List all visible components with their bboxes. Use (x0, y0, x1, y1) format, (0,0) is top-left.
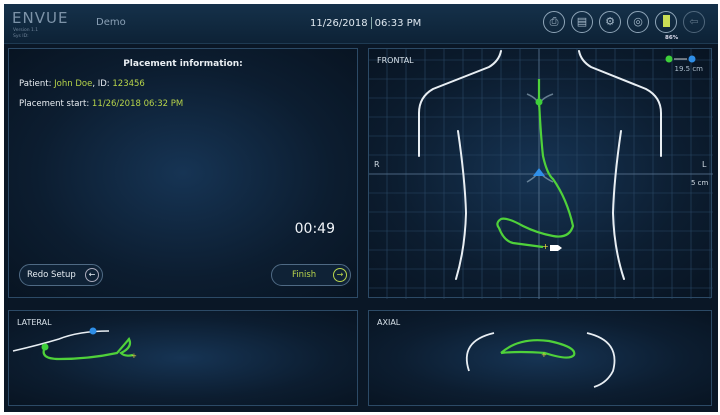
left-label: L (702, 160, 707, 169)
datetime: 11/26/2018 06:33 PM (310, 17, 421, 29)
signal-icon[interactable]: ◎ (627, 11, 649, 33)
right-torso (611, 130, 625, 280)
version: Version 1.1 (13, 28, 39, 33)
battery-percent: 86% (665, 35, 679, 41)
patient-id: 123456 (112, 79, 145, 89)
axial-view: + (465, 332, 616, 388)
lateral-panel: + LATERAL (8, 310, 358, 406)
battery-icon[interactable] (655, 11, 677, 33)
start-line: Placement start: 11/26/2018 06:32 PM (19, 99, 184, 109)
right-label: R (374, 160, 380, 169)
timer: 00:49 (294, 221, 335, 237)
axial-title: AXIAL (377, 318, 401, 327)
settings-icon[interactable]: ⚙ (599, 11, 621, 33)
exit-icon[interactable]: ⇦ (683, 11, 705, 33)
left-shoulder (418, 50, 502, 157)
sys-id: Sys ID: (13, 34, 29, 39)
reference-marker (533, 168, 545, 176)
start-marker (535, 98, 543, 106)
frontal-view: + R L 5 cm (369, 49, 713, 299)
start-value: 11/26/2018 06:32 PM (91, 99, 184, 109)
lateral-tip-marker: + (131, 352, 137, 360)
scale-label: 5 cm (691, 179, 709, 187)
finish-button[interactable]: Finish → (271, 264, 351, 286)
info-title: Placement information: (123, 59, 243, 69)
lateral-start-marker (41, 343, 49, 351)
patient-line: Patient: John Doe, ID: 123456 (19, 79, 145, 89)
direction-arrow-icon (550, 245, 562, 251)
blue-dot-icon (688, 55, 696, 63)
left-torso (455, 130, 468, 280)
screen: ENVUE Version 1.1 Sys ID: Demo 11/26/2018… (4, 4, 718, 412)
date: 11/26/2018 (310, 18, 368, 29)
right-shoulder (578, 50, 662, 157)
axial-panel: + AXIAL (368, 310, 712, 406)
logo: ENVUE (12, 9, 69, 27)
lateral-view: + (12, 327, 137, 361)
green-dot-icon (665, 55, 673, 63)
axial-tip-marker: + (541, 351, 547, 359)
frontal-panel: + R L 5 cm FRONTAL 19.5 cm (368, 48, 713, 299)
distance-readout: 19.5 cm (674, 65, 703, 73)
placement-info-panel: Placement information: Patient: John Doe… (8, 48, 358, 298)
lateral-title: LATERAL (17, 318, 52, 327)
redo-setup-button[interactable]: Redo Setup ← (19, 264, 103, 286)
axial-tube-path (500, 339, 576, 359)
back-arrow-icon: ← (85, 268, 99, 282)
lateral-reference-marker (89, 327, 97, 335)
forward-arrow-icon: → (333, 268, 347, 282)
time: 06:33 PM (374, 18, 422, 29)
header: ENVUE Version 1.1 Sys ID: Demo 11/26/2018… (4, 4, 718, 44)
export-icon[interactable]: ⎙ (543, 11, 565, 33)
body-outline (418, 50, 662, 280)
tip-marker: + (542, 242, 549, 251)
lateral-tube-path (42, 337, 134, 361)
axial-right-outline (586, 332, 616, 388)
frontal-title: FRONTAL (377, 56, 414, 65)
print-icon[interactable]: ▤ (571, 11, 593, 33)
tube-path (496, 79, 575, 249)
axial-left-outline (465, 332, 495, 372)
mode-label: Demo (96, 17, 126, 28)
patient-name: John Doe (54, 79, 93, 89)
